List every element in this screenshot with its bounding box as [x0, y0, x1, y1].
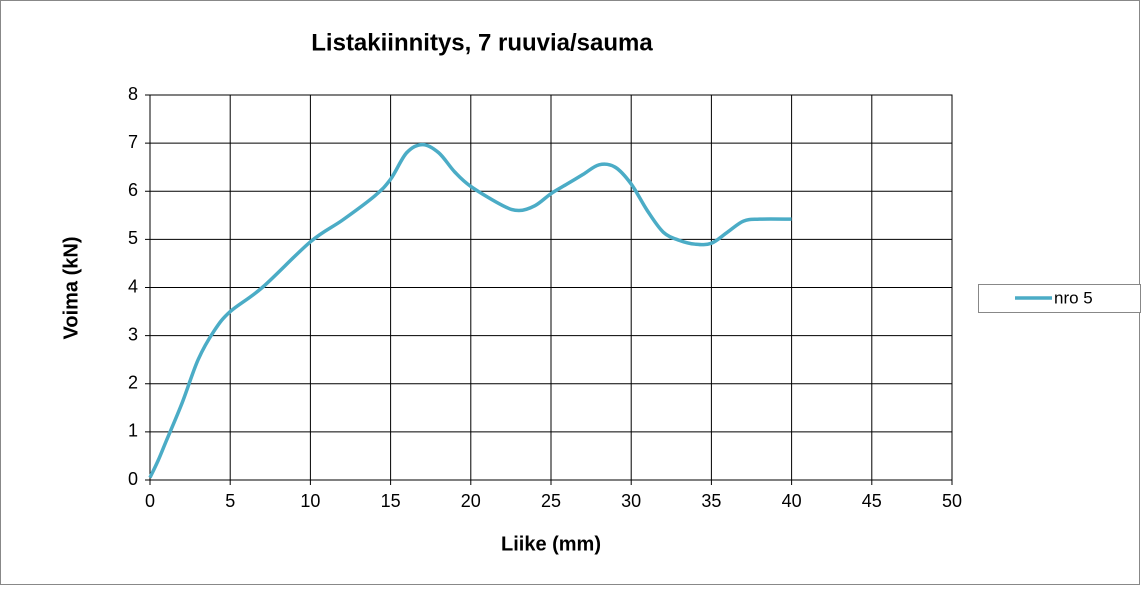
- y-tick-label: 5: [128, 228, 138, 248]
- chart-title: Listakiinnitys, 7 ruuvia/sauma: [311, 29, 653, 56]
- x-tick-label: 15: [381, 491, 401, 511]
- y-tick-label: 2: [128, 373, 138, 393]
- y-tick-label: 6: [128, 180, 138, 200]
- x-tick-label: 45: [862, 491, 882, 511]
- x-tick-label: 10: [300, 491, 320, 511]
- legend-box: [978, 284, 1141, 313]
- x-tick-label: 25: [541, 491, 561, 511]
- y-tick-label: 8: [128, 84, 138, 104]
- y-tick-label: 3: [128, 324, 138, 344]
- x-tick-label: 50: [942, 491, 962, 511]
- y-tick-label: 1: [128, 421, 138, 441]
- plot-border: [149, 94, 953, 481]
- x-tick-label: 40: [782, 491, 802, 511]
- y-tick-label: 0: [128, 469, 138, 489]
- x-axis-label: Liike (mm): [501, 533, 601, 555]
- line-series: [148, 142, 792, 479]
- y-axis-label: Voima (kN): [60, 237, 82, 340]
- legend-label: nro 5: [1054, 288, 1093, 307]
- x-tick-label: 20: [461, 491, 481, 511]
- x-tick-label: 35: [701, 491, 721, 511]
- y-tick-label: 4: [128, 276, 138, 296]
- y-tick-label: 7: [128, 132, 138, 152]
- x-tick-label: 0: [145, 491, 155, 511]
- x-tick-label: 5: [225, 491, 235, 511]
- x-tick-label: 30: [621, 491, 641, 511]
